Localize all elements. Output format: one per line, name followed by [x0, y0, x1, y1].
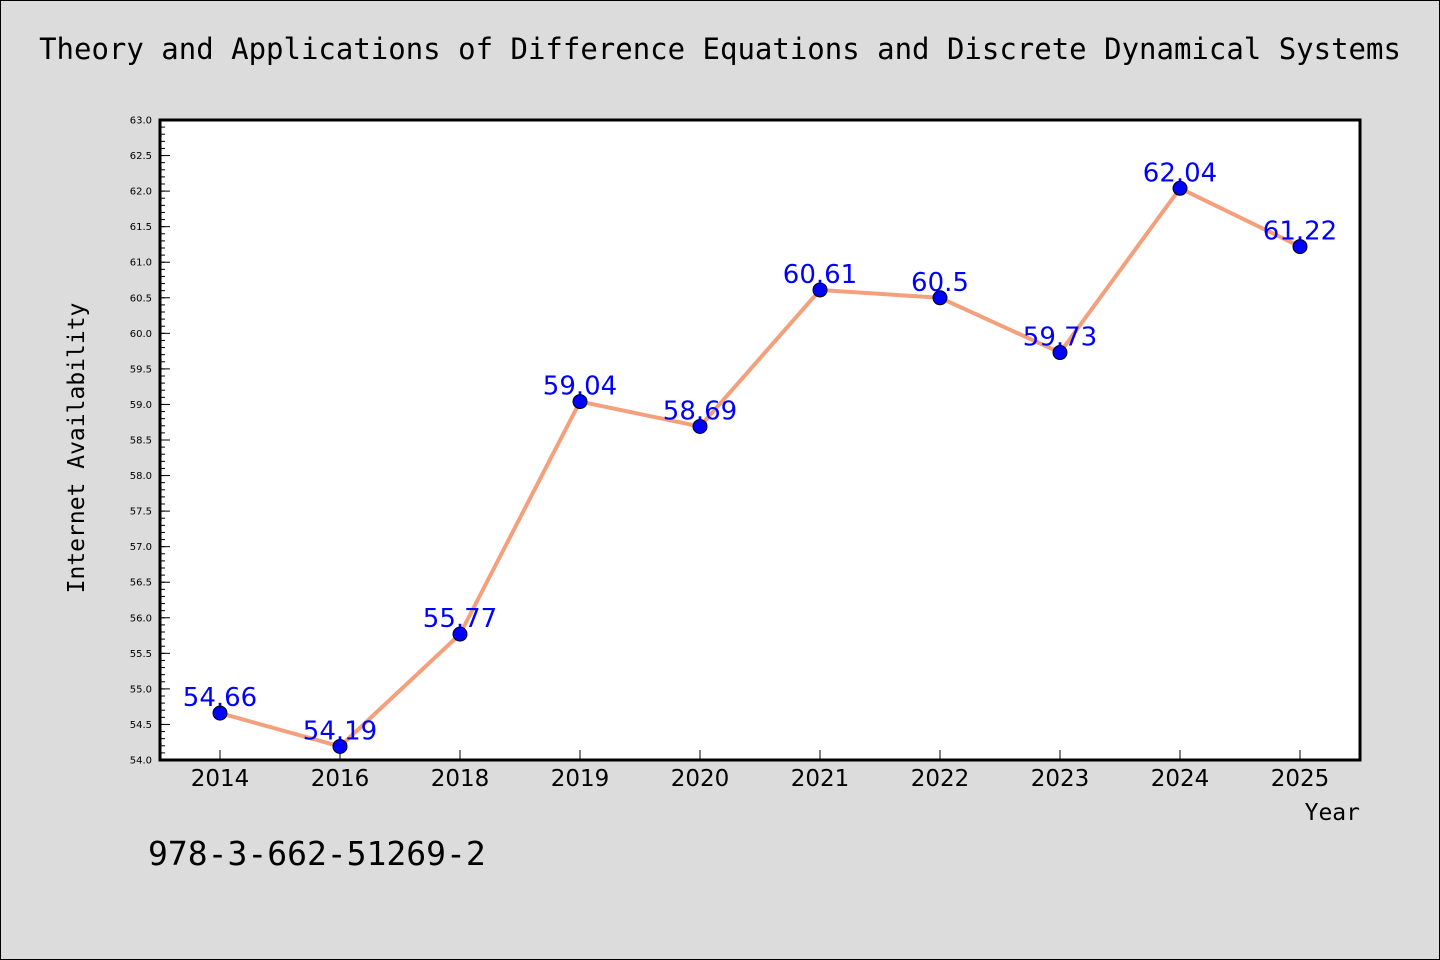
- x-tick-label: 2022: [911, 766, 970, 792]
- data-label: 54.66: [183, 683, 257, 713]
- data-label: 60.5: [911, 268, 969, 298]
- data-label: 58.69: [663, 396, 737, 426]
- y-tick-label: 54.5: [130, 720, 152, 731]
- y-tick-label: 60.0: [130, 329, 152, 340]
- series-line: [219, 186, 1301, 749]
- data-label: 59.04: [543, 372, 617, 402]
- y-tick-label: 57.5: [130, 507, 152, 518]
- y-tick-label: 62.0: [130, 187, 152, 198]
- y-tick-label: 58.5: [130, 436, 152, 447]
- y-tick-label: 61.5: [130, 222, 152, 233]
- y-tick-label: 58.0: [130, 471, 152, 482]
- y-tick-label: 54.0: [130, 756, 152, 767]
- y-tick-label: 55.0: [130, 684, 152, 695]
- y-tick-label: 60.5: [130, 293, 152, 304]
- data-point-marker: [332, 738, 348, 754]
- y-tick-label: 57.0: [130, 542, 152, 553]
- y-tick-label: 55.5: [130, 649, 152, 660]
- x-tick-label: 2019: [551, 766, 610, 792]
- data-point-marker: [1052, 345, 1068, 361]
- data-point-marker: [1172, 180, 1188, 196]
- data-label: 62.04: [1143, 158, 1217, 188]
- y-tick-label: 59.0: [130, 400, 152, 411]
- x-tick-label: 2023: [1031, 766, 1090, 792]
- data-label: 55.77: [423, 604, 497, 634]
- data-point-marker: [692, 418, 708, 434]
- x-tick-label: 2025: [1271, 766, 1330, 792]
- x-tick-label: 2021: [791, 766, 850, 792]
- data-point-marker: [452, 626, 468, 642]
- data-point-marker: [1292, 239, 1308, 255]
- x-tick-label: 2020: [671, 766, 730, 792]
- x-axis-label: Year: [1305, 800, 1360, 826]
- x-tick-label: 2016: [311, 766, 370, 792]
- y-tick-label: 56.5: [130, 578, 152, 589]
- plot-area: [158, 118, 1362, 762]
- data-point-marker: [572, 394, 588, 410]
- data-point-marker: [812, 282, 828, 298]
- x-tick-label: 2018: [431, 766, 490, 792]
- y-tick-label: 63.0: [130, 116, 152, 127]
- y-tick-label: 59.5: [130, 364, 152, 375]
- x-tick-label: 2024: [1151, 766, 1210, 792]
- data-point-marker: [932, 290, 948, 306]
- x-tick-label: 2014: [191, 766, 250, 792]
- data-label: 54.19: [303, 716, 377, 746]
- isbn-text: 978-3-662-51269-2: [148, 834, 486, 873]
- chart-title: Theory and Applications of Difference Eq…: [39, 32, 1401, 66]
- data-label: 61.22: [1263, 217, 1337, 247]
- y-tick-label: 62.5: [130, 151, 152, 162]
- data-label: 60.61: [783, 260, 857, 290]
- data-point-marker: [212, 705, 228, 721]
- y-tick-label: 61.0: [130, 258, 152, 269]
- y-tick-label: 56.0: [130, 613, 152, 624]
- y-axis-label: Internet Availability: [64, 303, 90, 594]
- data-label: 59.73: [1023, 323, 1097, 353]
